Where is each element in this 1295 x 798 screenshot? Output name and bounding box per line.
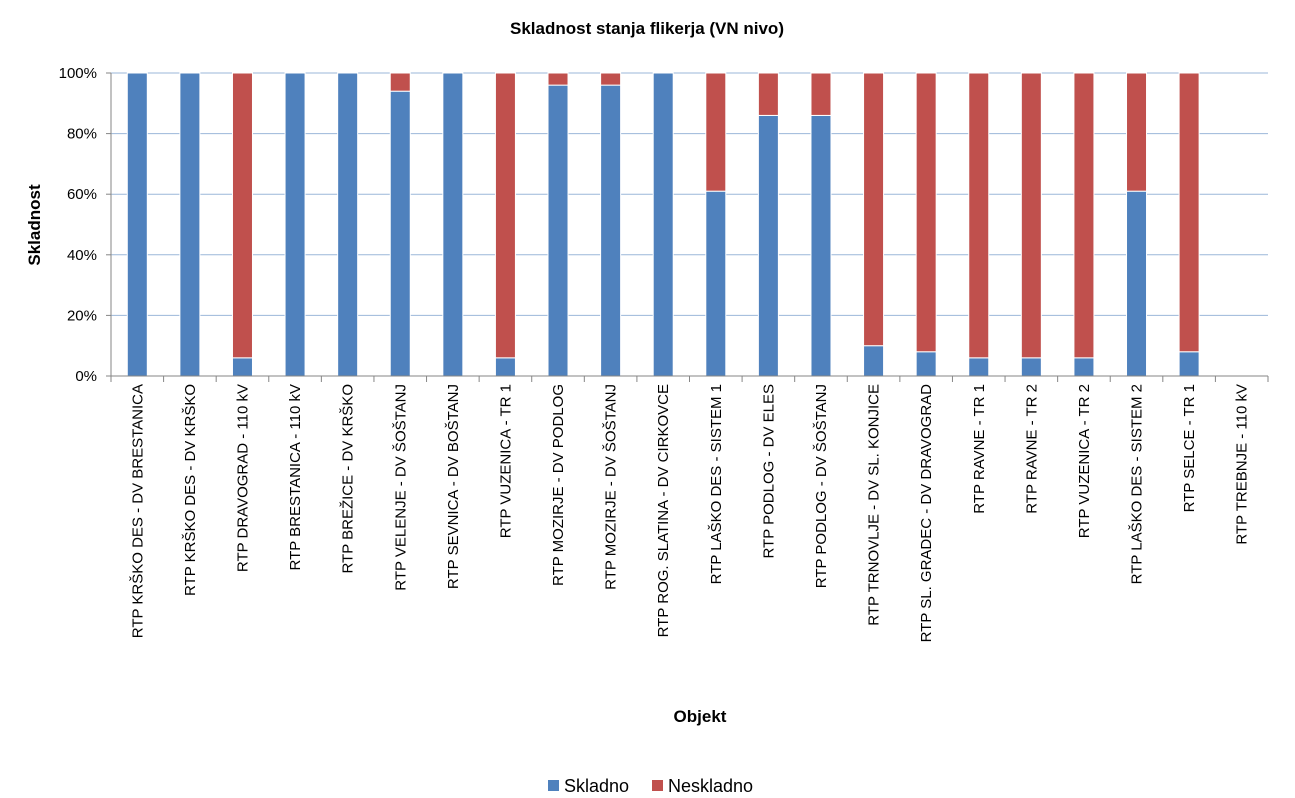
bar-skladno — [1126, 190, 1148, 377]
bar-skladno — [810, 114, 832, 377]
x-tick-label: RTP PODLOG - DV ŠOŠTANJ — [813, 384, 830, 588]
x-tick-labels: RTP KRŠKO DES - DV BRESTANICA RTP KRŠKO D… — [129, 384, 1250, 643]
x-tick-label: RTP PODLOG - DV ELES — [760, 384, 777, 559]
bar-neskladno — [915, 72, 937, 353]
bar-neskladno — [547, 72, 569, 86]
bar-skladno — [126, 72, 148, 377]
bar-skladno — [389, 90, 411, 377]
gridlines — [111, 72, 1268, 316]
x-tick-label: RTP VELENJE - DV ŠOŠTANJ — [392, 384, 409, 591]
x-tick-label: RTP SELCE - TR 1 — [1181, 384, 1198, 512]
x-tick-label: RTP VUZENICA - TR 1 — [497, 384, 514, 538]
bar-skladno — [915, 351, 937, 377]
bar-skladno — [1178, 351, 1200, 377]
x-tick-label: RTP KRŠKO DES - DV KRŠKO — [182, 384, 199, 596]
bar-neskladno — [1020, 72, 1042, 359]
bars — [126, 72, 1200, 377]
x-tick-label: RTP SL. GRADEC - DV DRAVOGRAD — [918, 384, 935, 643]
bar-skladno — [705, 190, 727, 377]
x-tick-label: RTP SEVNICA - DV BOŠTANJ — [445, 384, 462, 589]
bar-skladno — [231, 357, 253, 377]
bar-skladno — [284, 72, 306, 377]
x-tick-label: RTP RAVNE - TR 1 — [971, 384, 988, 514]
bar-skladno — [863, 345, 885, 377]
bar-neskladno — [494, 72, 516, 359]
x-tick-label: RTP BRESTANICA - 110 kV — [287, 384, 304, 570]
x-tick-label: RTP KRŠKO DES - DV BRESTANICA — [129, 384, 146, 638]
y-tick-label: 100% — [59, 65, 97, 82]
bar-skladno — [1020, 357, 1042, 377]
bar-neskladno — [389, 72, 411, 92]
x-tick-label: RTP TREBNJE - 110 kV — [1234, 384, 1251, 545]
y-tick-labels: 0% 20% 40% 60% 80% 100% — [59, 65, 97, 385]
x-tick-label: RTP BREŽICE - DV KRŠKO — [340, 384, 357, 574]
bar-skladno — [547, 84, 569, 377]
x-tick-label: RTP ROG. SLATINA - DV CIRKOVCE — [655, 384, 672, 637]
x-tick-label: RTP VUZENICA - TR 2 — [1076, 384, 1093, 538]
bar-neskladno — [863, 72, 885, 347]
x-tick-label: RTP TRNOVLJE - DV SL. KONJICE — [866, 384, 883, 626]
bar-skladno — [442, 72, 464, 377]
legend-swatch-neskladno — [652, 780, 663, 791]
x-tick-label: RTP MOZIRJE - DV PODLOG — [550, 384, 567, 586]
x-tick-label: RTP RAVNE - TR 2 — [1023, 384, 1040, 514]
bar-neskladno — [1178, 72, 1200, 353]
y-tick-label: 40% — [67, 247, 97, 264]
bar-skladno — [600, 84, 622, 377]
y-axis-title: Skladnost — [25, 184, 44, 266]
x-tick-label: RTP LAŠKO DES - SISTEM 2 — [1129, 384, 1146, 584]
bar-skladno — [494, 357, 516, 377]
chart-title: Skladnost stanja flikerja (VN nivo) — [510, 19, 784, 38]
bar-skladno — [757, 114, 779, 377]
legend-label-skladno: Skladno — [564, 776, 629, 796]
y-tick-label: 0% — [75, 368, 97, 385]
axes — [106, 72, 1269, 382]
bar-skladno — [652, 72, 674, 377]
y-tick-label: 20% — [67, 307, 97, 324]
bar-neskladno — [705, 72, 727, 192]
bar-skladno — [337, 72, 359, 377]
legend: Skladno Neskladno — [548, 776, 753, 796]
bar-neskladno — [810, 72, 832, 116]
bar-skladno — [968, 357, 990, 377]
x-tick-label: RTP LAŠKO DES - SISTEM 1 — [708, 384, 725, 584]
bar-skladno — [179, 72, 201, 377]
x-axis-title: Objekt — [674, 707, 727, 726]
legend-label-neskladno: Neskladno — [668, 776, 753, 796]
y-tick-label: 60% — [67, 186, 97, 203]
bar-neskladno — [600, 72, 622, 86]
y-tick-label: 80% — [67, 126, 97, 143]
bar-neskladno — [231, 72, 253, 359]
legend-swatch-skladno — [548, 780, 559, 791]
x-tick-label: RTP MOZIRJE - DV ŠOŠTANJ — [603, 384, 620, 590]
bar-neskladno — [757, 72, 779, 116]
bar-neskladno — [968, 72, 990, 359]
x-tick-label: RTP DRAVOGRAD - 110 kV — [234, 384, 251, 572]
bar-skladno — [1073, 357, 1095, 377]
bar-neskladno — [1073, 72, 1095, 359]
bar-neskladno — [1126, 72, 1148, 192]
